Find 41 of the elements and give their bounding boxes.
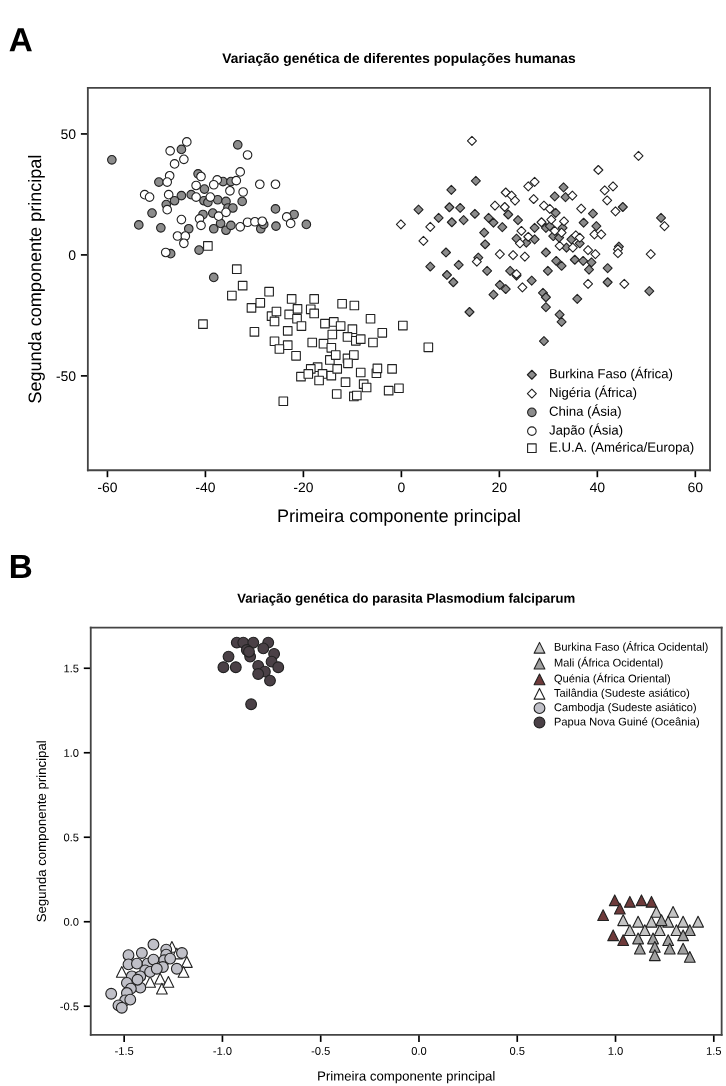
x-tick-label: 20 (492, 482, 507, 493)
y-tick-label: 1.0 (64, 749, 79, 757)
legend-label: China (Ásia) (549, 404, 621, 419)
y-tick-label: 0 (68, 250, 76, 261)
legend-label: Tailândia (Sudeste asiático) (554, 688, 690, 699)
y-axis-title: Segunda componente principal (36, 741, 49, 922)
y-tick-label: 1.5 (64, 664, 79, 673)
x-tick-label: 60 (688, 482, 703, 493)
x-tick-label: -0.5 (311, 1047, 330, 1055)
x-tick-label: 1.0 (608, 1047, 623, 1055)
y-tick-label: 50 (61, 129, 76, 140)
y-tick-label: 0.0 (63, 918, 79, 926)
legend-label: E.U.A. (América/Europa) (550, 441, 694, 455)
x-axis-title: Primeira componente principal (278, 508, 520, 526)
legend-label: Burkina Faso (África Ocidental) (554, 641, 708, 653)
x-tick-label: -1.5 (115, 1047, 134, 1055)
chart-title: Variação genética de diferentes populações humanas (222, 52, 576, 66)
y-tick-label: -0.5 (60, 1002, 79, 1011)
x-axis-title: Primeira componente principal (318, 1071, 495, 1084)
y-tick-label: -50 (56, 371, 76, 382)
legend-label: Burkina Faso (África) (550, 366, 673, 381)
x-tick-label: 0.0 (411, 1047, 427, 1055)
y-axis-title: Segunda componente principal (28, 155, 45, 403)
text: A (9, 28, 32, 52)
x-tick-label: -20 (293, 482, 313, 493)
x-tick-label: -1.0 (213, 1047, 232, 1055)
legend-label: Japão (Ásia) (549, 423, 623, 438)
legend-label: Papua Nova Guiné (Oceânia) (554, 717, 700, 728)
x-tick-label: 1.5 (706, 1047, 722, 1055)
x-tick-label: 0.5 (509, 1047, 525, 1055)
x-tick-label: -40 (196, 482, 215, 493)
legend-label: Nigéria (África) (550, 385, 637, 400)
x-tick-label: 0 (398, 482, 405, 493)
legend-label: Quénia (África Oriental) (554, 672, 670, 685)
chart-title: Variação genética do parasita Plasmodium falciparum (237, 593, 575, 606)
legend-label: Mali (África Ocidental) (554, 656, 663, 669)
y-tick-label: 0.5 (63, 833, 79, 842)
legend-label: Cambodja (Sudeste asiático) (554, 702, 696, 714)
x-tick-label: -60 (98, 482, 117, 493)
text: B (10, 555, 32, 579)
x-tick-label: 40 (589, 482, 605, 493)
